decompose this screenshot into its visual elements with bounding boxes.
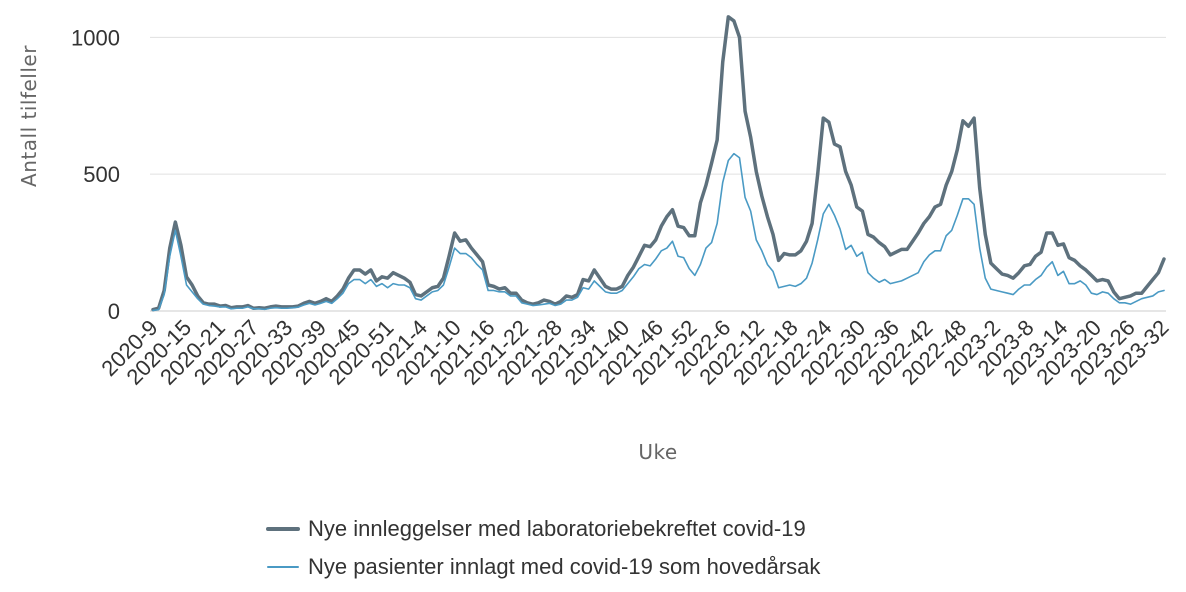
x-axis-title: Uke <box>638 440 677 464</box>
y-axis-ticks: 0 500 1000 <box>71 25 120 324</box>
y-tick-label: 1000 <box>71 25 120 50</box>
gridlines <box>150 36 1166 175</box>
legend-label-series-2: Nye pasienter innlagt med covid-19 som h… <box>308 554 821 579</box>
series-line-2 <box>152 152 1165 312</box>
y-tick-label: 0 <box>108 299 120 324</box>
x-axis-ticks: 2020-92020-152020-212020-272020-332020-3… <box>96 315 1173 390</box>
y-axis-title: Antall tilfeller <box>17 45 41 187</box>
series-line-1 <box>151 15 1166 312</box>
y-tick-label: 500 <box>83 162 120 187</box>
legend-item-series-2[interactable]: Nye pasienter innlagt med covid-19 som h… <box>267 554 821 579</box>
legend[interactable]: Nye innleggelser med laboratoriebekrefte… <box>266 516 821 579</box>
legend-label-series-1: Nye innleggelser med laboratoriebekrefte… <box>308 516 806 541</box>
series-lines <box>151 15 1166 312</box>
legend-item-series-1[interactable]: Nye innleggelser med laboratoriebekrefte… <box>266 516 806 541</box>
